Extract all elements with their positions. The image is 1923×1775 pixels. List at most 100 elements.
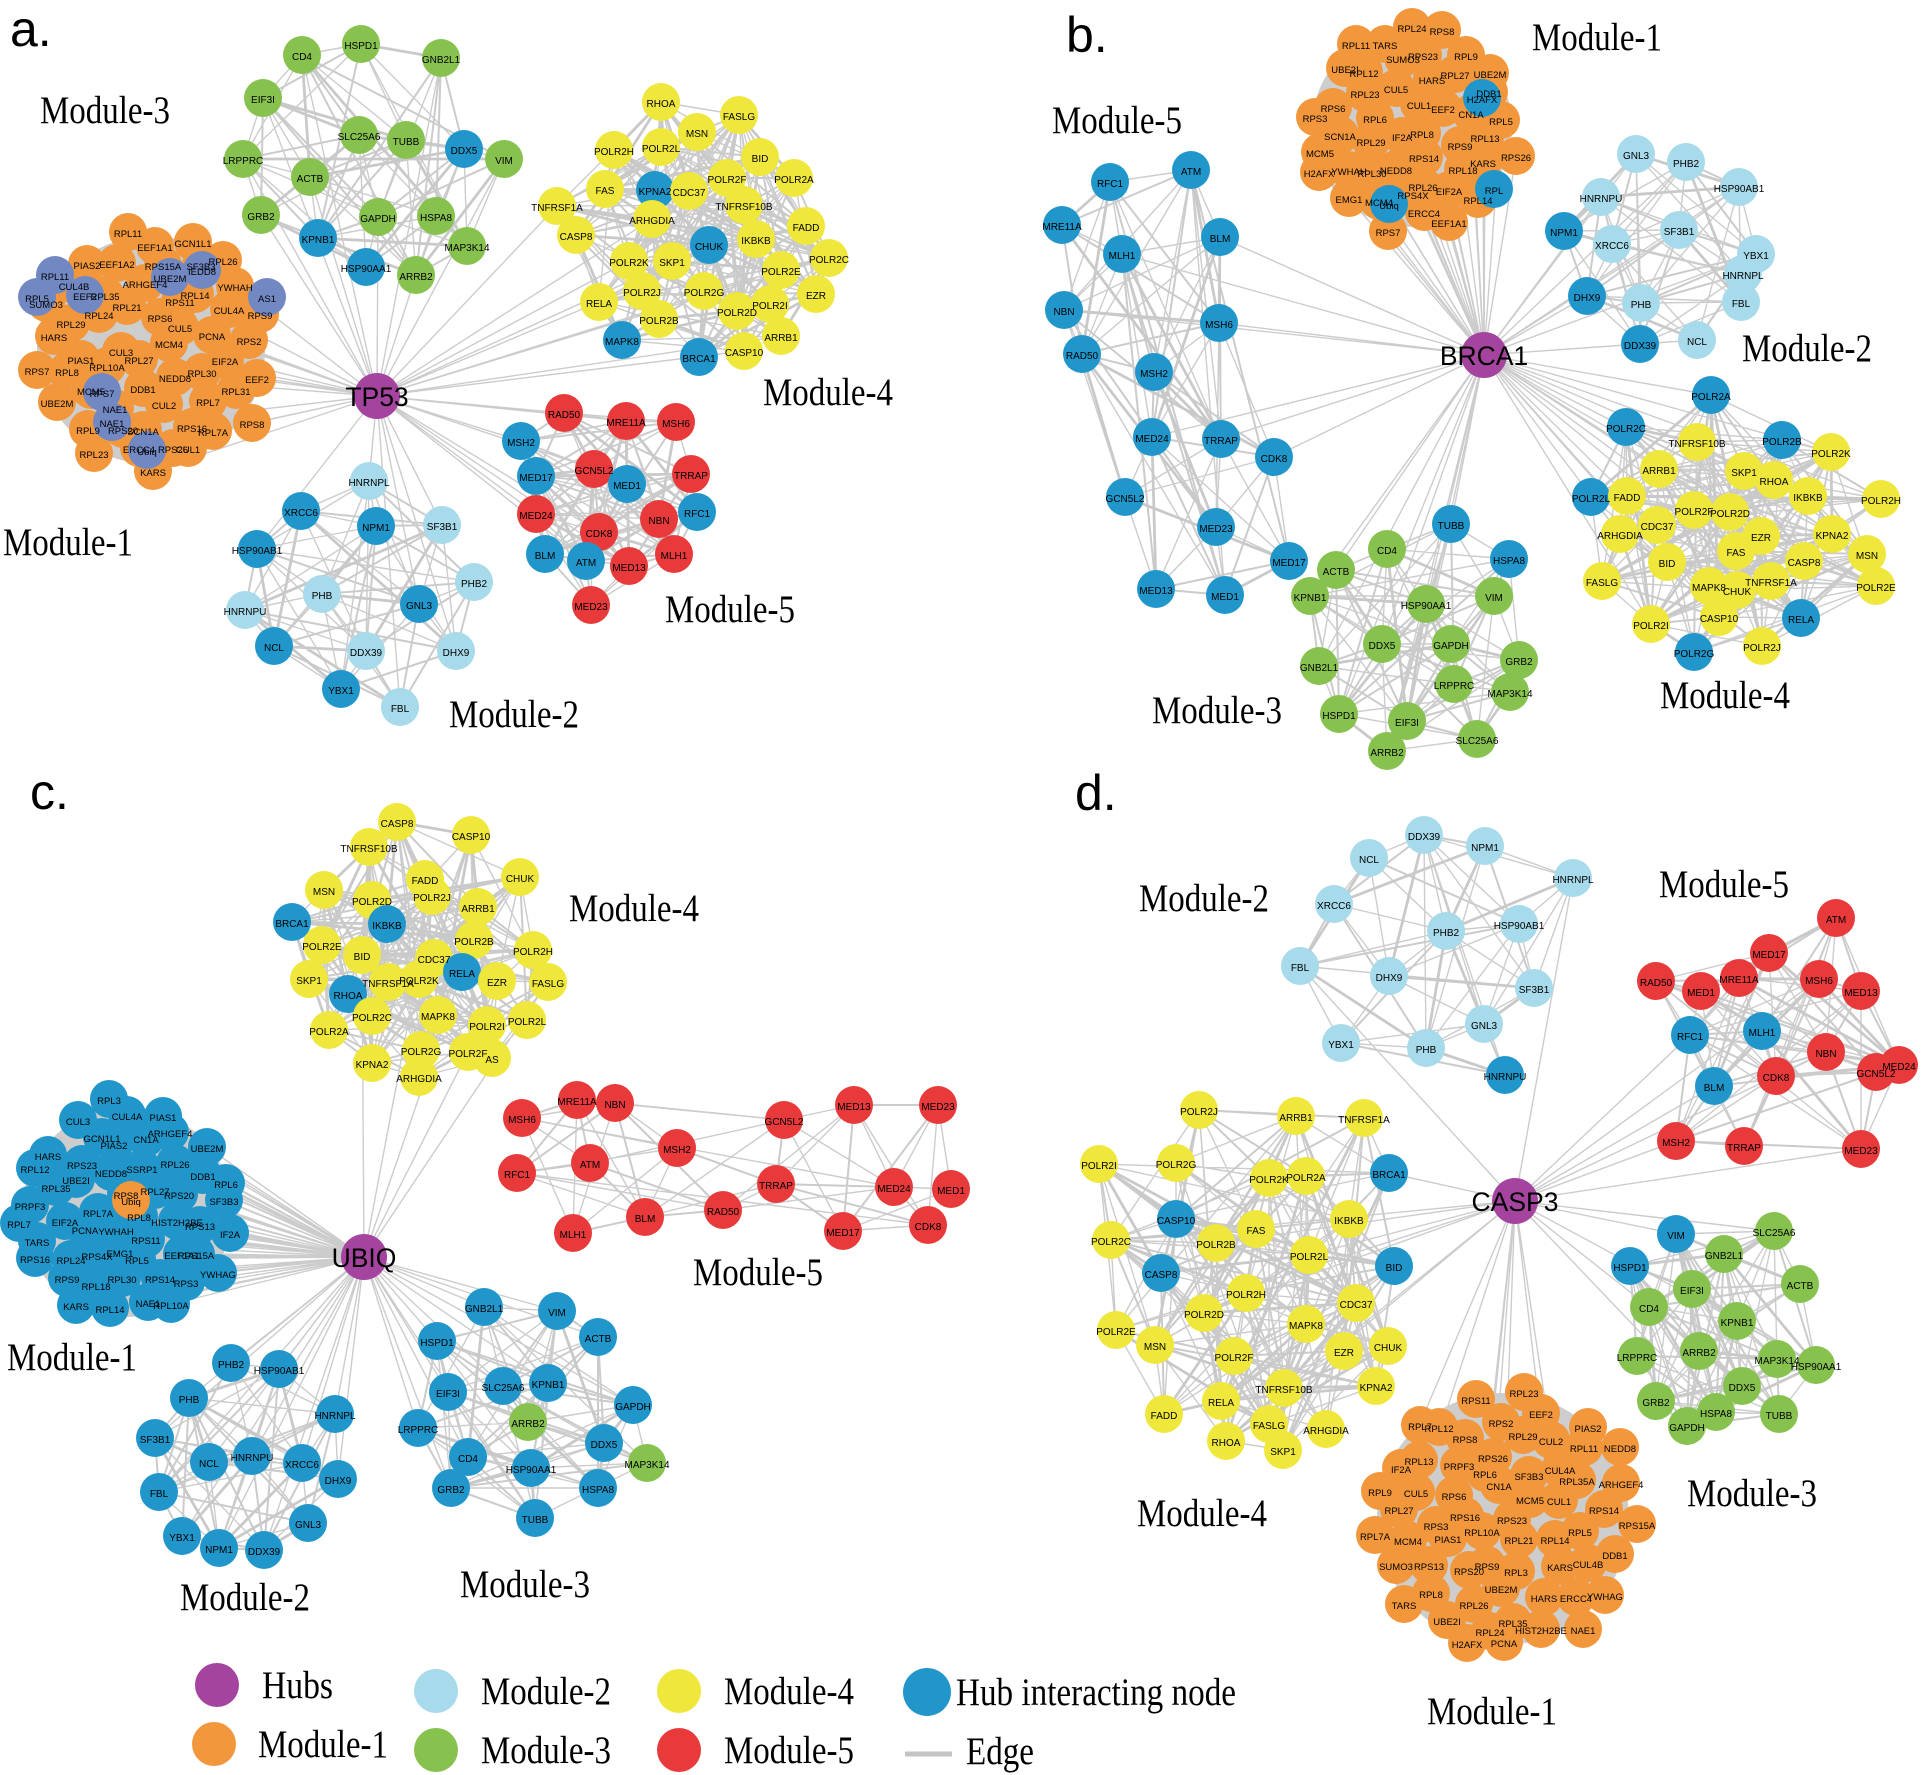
svg-text:HSP90AB1: HSP90AB1 — [1714, 184, 1765, 195]
svg-text:DDB1: DDB1 — [190, 1172, 215, 1183]
svg-text:PIAS2: PIAS2 — [1575, 1424, 1602, 1435]
svg-text:RPL5: RPL5 — [1489, 117, 1513, 128]
svg-text:DDB1: DDB1 — [130, 385, 155, 396]
svg-text:CUL4B: CUL4B — [59, 282, 90, 293]
svg-text:MRE11A: MRE11A — [1042, 222, 1082, 233]
svg-text:RPS6: RPS6 — [1321, 104, 1346, 115]
svg-text:MED17: MED17 — [519, 473, 553, 484]
svg-text:BLM: BLM — [535, 551, 556, 562]
svg-text:Module-5: Module-5 — [724, 1729, 854, 1772]
svg-text:UBE2I: UBE2I — [1331, 65, 1358, 76]
svg-text:YWHAH: YWHAH — [98, 1227, 134, 1238]
svg-text:CHUK: CHUK — [1723, 587, 1752, 598]
svg-text:MRE11A: MRE11A — [606, 418, 646, 429]
svg-text:EZR: EZR — [487, 978, 507, 989]
svg-text:HNRNPU: HNRNPU — [1580, 194, 1623, 205]
svg-text:LRPPRC: LRPPRC — [1434, 681, 1475, 692]
svg-text:MED17: MED17 — [1272, 558, 1306, 569]
svg-text:IEDD8: IEDD8 — [188, 267, 216, 278]
svg-text:HIST2H2BE: HIST2H2BE — [1515, 1626, 1567, 1637]
svg-text:KARS: KARS — [63, 1302, 89, 1313]
svg-text:POLR2F: POLR2F — [1215, 1353, 1254, 1364]
svg-text:BLM: BLM — [1704, 1083, 1725, 1094]
svg-text:MCM5: MCM5 — [77, 387, 105, 398]
svg-text:RPL24: RPL24 — [56, 1256, 85, 1267]
svg-text:d.: d. — [1075, 765, 1117, 821]
svg-text:RPL23: RPL23 — [1350, 90, 1379, 101]
svg-text:POLR2F: POLR2F — [1675, 507, 1714, 518]
svg-text:TUBB: TUBB — [393, 137, 420, 148]
svg-text:SCN1A: SCN1A — [1324, 132, 1356, 143]
svg-text:NAE1: NAE1 — [103, 405, 128, 416]
svg-text:Module-3: Module-3 — [460, 1563, 590, 1606]
svg-text:BRCA1: BRCA1 — [682, 354, 716, 365]
svg-text:CN1A: CN1A — [133, 1135, 159, 1146]
svg-text:ARHGEF4: ARHGEF4 — [1599, 1480, 1644, 1491]
svg-text:RPS4X: RPS4X — [81, 1252, 113, 1263]
svg-text:Module-1: Module-1 — [3, 521, 133, 564]
svg-text:SF3B1: SF3B1 — [1664, 227, 1695, 238]
svg-text:RPS23: RPS23 — [1408, 52, 1438, 63]
svg-text:MSH2: MSH2 — [663, 1145, 691, 1156]
svg-text:GRB2: GRB2 — [437, 1485, 465, 1496]
svg-text:TRRAP: TRRAP — [674, 471, 708, 482]
svg-text:MED24: MED24 — [1882, 1062, 1916, 1073]
svg-text:GNL3: GNL3 — [1471, 1021, 1498, 1032]
svg-text:EEF2: EEF2 — [73, 292, 97, 303]
svg-text:BID: BID — [752, 154, 769, 165]
svg-text:SKP1: SKP1 — [1731, 468, 1757, 479]
svg-text:Module-2: Module-2 — [1139, 877, 1269, 920]
svg-text:PHB: PHB — [1416, 1045, 1437, 1056]
svg-text:ARHGEF4: ARHGEF4 — [123, 280, 168, 291]
svg-text:RPS16: RPS16 — [20, 1255, 50, 1266]
svg-text:MAP3K14: MAP3K14 — [1754, 1356, 1799, 1367]
svg-text:CUL4A: CUL4A — [1545, 1466, 1576, 1477]
svg-text:TUBB: TUBB — [522, 1515, 549, 1526]
svg-text:RHOA: RHOA — [1212, 1438, 1241, 1449]
svg-text:CASP8: CASP8 — [560, 232, 593, 243]
svg-text:NPM1: NPM1 — [362, 523, 390, 534]
svg-text:POLR2E: POLR2E — [761, 267, 801, 278]
svg-text:FBL: FBL — [391, 704, 410, 715]
svg-text:RPS26: RPS26 — [1478, 1454, 1508, 1465]
svg-text:GCN1L1: GCN1L1 — [84, 1134, 121, 1145]
svg-text:Module-4: Module-4 — [763, 371, 893, 414]
svg-text:FBL: FBL — [150, 1489, 169, 1500]
svg-text:MSH2: MSH2 — [507, 438, 535, 449]
svg-text:RPL7A: RPL7A — [83, 1209, 114, 1220]
svg-text:RPL27: RPL27 — [1440, 71, 1469, 82]
svg-text:NBN: NBN — [648, 516, 669, 527]
svg-text:MSH6: MSH6 — [1805, 976, 1833, 987]
svg-text:POLR2C: POLR2C — [352, 1013, 392, 1024]
svg-text:TNFRSF1A: TNFRSF1A — [1338, 1115, 1390, 1126]
svg-text:CDC37: CDC37 — [418, 955, 451, 966]
svg-text:MAP3K14: MAP3K14 — [1487, 689, 1532, 700]
svg-text:YBX1: YBX1 — [1328, 1040, 1354, 1051]
svg-text:RPL12: RPL12 — [20, 1165, 49, 1176]
svg-text:EMG1: EMG1 — [107, 1249, 134, 1260]
svg-text:GCN5L2: GCN5L2 — [765, 1117, 804, 1128]
svg-text:MSH6: MSH6 — [662, 419, 690, 430]
svg-text:MSN: MSN — [1144, 1342, 1166, 1353]
svg-text:MED13: MED13 — [837, 1102, 871, 1113]
svg-text:HSPD1: HSPD1 — [420, 1338, 454, 1349]
svg-text:RPL21: RPL21 — [112, 303, 141, 314]
svg-text:POLR2B: POLR2B — [1762, 437, 1802, 448]
svg-text:ACTB: ACTB — [585, 1334, 612, 1345]
svg-text:Module-5: Module-5 — [665, 588, 795, 631]
svg-text:RPS3: RPS3 — [1303, 114, 1328, 125]
svg-text:RPS7: RPS7 — [25, 367, 50, 378]
svg-text:RPS23: RPS23 — [67, 1161, 97, 1172]
svg-text:MSH2: MSH2 — [1140, 369, 1168, 380]
svg-text:HSPA8: HSPA8 — [1493, 556, 1525, 567]
svg-text:POLR2I: POLR2I — [1081, 1161, 1117, 1172]
svg-text:Module-1: Module-1 — [7, 1336, 137, 1379]
svg-text:POLR2H: POLR2H — [513, 947, 553, 958]
svg-text:POLR2K: POLR2K — [399, 976, 439, 987]
svg-text:ARHGDIA: ARHGDIA — [1597, 531, 1643, 542]
svg-text:RPS3: RPS3 — [174, 1279, 199, 1290]
svg-text:PCNA: PCNA — [199, 332, 226, 343]
svg-text:EIF2A: EIF2A — [52, 1218, 79, 1229]
svg-text:RAD50: RAD50 — [707, 1207, 740, 1218]
svg-text:RFC1: RFC1 — [1677, 1032, 1704, 1043]
